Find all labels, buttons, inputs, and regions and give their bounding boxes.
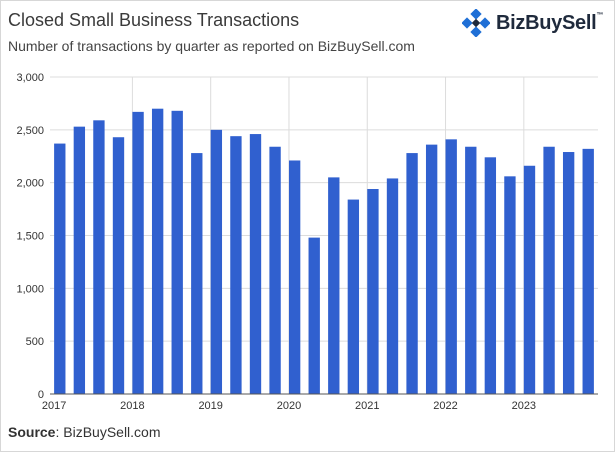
x-tick-label: 2018 [120,400,144,412]
y-tick-label: 2,000 [16,178,44,190]
bar [504,176,516,394]
x-tick-label: 2017 [42,400,66,412]
bar [308,237,320,394]
logo-wordmark: BizBuySell™ [496,11,604,34]
y-tick-label: 2,500 [16,125,44,137]
bar [484,157,497,394]
x-tick-label: 2023 [512,400,536,412]
bar [210,129,223,394]
x-tick-label: 2022 [433,400,457,412]
bar [543,146,555,394]
bar [171,110,183,394]
bar [582,148,594,394]
x-tick-label: 2019 [198,400,222,412]
bar [406,153,418,394]
bar [288,160,301,394]
y-axis-ticks: 0 500 1,000 1,500 2,000 2,500 3,000 [16,72,44,401]
bar [445,139,457,394]
bar [562,152,575,394]
bar [328,177,340,394]
bar [269,146,281,394]
bar [54,143,66,394]
source-note: Source: BizBuySell.com [8,424,161,440]
bar [93,120,105,394]
bizbuysell-logo-icon [462,9,490,37]
bar [347,199,360,394]
bar [73,126,86,394]
y-tick-label: 1,500 [16,231,44,243]
x-tick-label: 2021 [355,400,379,412]
bars [54,108,594,395]
y-tick-label: 500 [26,336,44,348]
bar [523,165,536,394]
x-axis-ticks: 2017 2018 2019 2020 2021 2022 2023 [42,400,536,412]
bar [191,153,203,394]
bar [132,111,144,395]
bar [367,189,379,394]
bar [249,134,262,394]
grid [50,76,598,395]
chart-title: Closed Small Business Transactions [8,10,300,30]
y-tick-label: 0 [38,389,44,401]
bar [112,137,125,395]
bar [386,178,399,394]
bar [230,136,242,395]
bar [425,144,438,394]
y-tick-label: 1,000 [16,283,44,295]
y-tick-label: 3,000 [16,72,44,84]
chart-subtitle: Number of transactions by quarter as rep… [8,38,415,54]
bar [151,108,164,394]
bar [465,146,477,394]
bizbuysell-logo: BizBuySell™ [462,9,603,37]
x-tick-label: 2020 [277,400,301,412]
